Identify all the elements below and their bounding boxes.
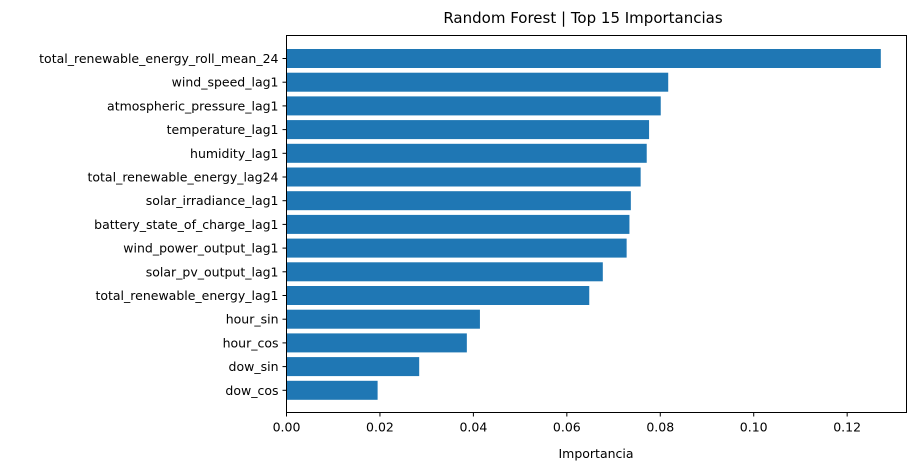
y-tick-label: wind_power_output_lag1: [123, 241, 278, 256]
x-tick-label: 0.06: [553, 420, 581, 435]
y-tick-label: atmospheric_pressure_lag1: [107, 98, 278, 113]
x-tick-label: 0.12: [833, 420, 861, 435]
y-tick-label: hour_sin: [226, 312, 279, 327]
x-tick-label: 0.10: [740, 420, 768, 435]
y-tick-label: temperature_lag1: [167, 122, 279, 137]
bar-solar_pv_output_lag1: [286, 262, 603, 282]
y-tick-label: total_renewable_energy_lag24: [87, 170, 278, 185]
y-tick-label: dow_cos: [225, 383, 278, 398]
x-tick-label: 0.04: [459, 420, 487, 435]
bar-wind_power_output_lag1: [286, 238, 627, 258]
y-tick-label: solar_pv_output_lag1: [146, 264, 279, 279]
chart-title: Random Forest | Top 15 Importancias: [443, 9, 723, 27]
y-tick-label: hour_cos: [223, 335, 279, 350]
x-tick-labels: 0.00 0.02 0.04 0.06 0.08 0.10 0.12: [273, 412, 861, 435]
bar-dow_cos: [286, 380, 378, 400]
bar-wind_speed_lag1: [286, 72, 669, 92]
y-tick-label: wind_speed_lag1: [172, 75, 279, 90]
y-tick-label: total_renewable_energy_roll_mean_24: [39, 51, 278, 66]
bar-humidity_lag1: [286, 143, 647, 163]
bar-temperature_lag1: [286, 120, 650, 140]
bar-battery_state_of_charge_lag1: [286, 214, 630, 234]
bars-group: [286, 49, 881, 400]
y-tick-label: humidity_lag1: [190, 146, 278, 161]
bar-total_renewable_energy_roll_mean_24: [286, 49, 881, 68]
y-tick-label: dow_sin: [229, 359, 279, 374]
y-tick-label: solar_irradiance_lag1: [146, 193, 279, 208]
bar-solar_irradiance_lag1: [286, 191, 631, 211]
bar-dow_sin: [286, 357, 420, 377]
bar-total_renewable_energy_lag24: [286, 167, 641, 187]
bar-hour_cos: [286, 333, 467, 353]
y-tick-label: battery_state_of_charge_lag1: [94, 217, 278, 232]
plot-frame: [286, 35, 907, 413]
bar-hour_sin: [286, 309, 480, 329]
x-tick-label: 0.00: [273, 420, 301, 435]
y-tick-label: total_renewable_energy_lag1: [95, 288, 278, 303]
bar-total_renewable_energy_lag1: [286, 286, 590, 305]
x-axis-label: Importancia: [558, 446, 633, 461]
x-tick-label: 0.08: [646, 420, 674, 435]
y-tick-labels: total_renewable_energy_roll_mean_24 wind_…: [39, 51, 287, 398]
bar-atmospheric_pressure_lag1: [286, 96, 661, 116]
x-tick-label: 0.02: [366, 420, 394, 435]
